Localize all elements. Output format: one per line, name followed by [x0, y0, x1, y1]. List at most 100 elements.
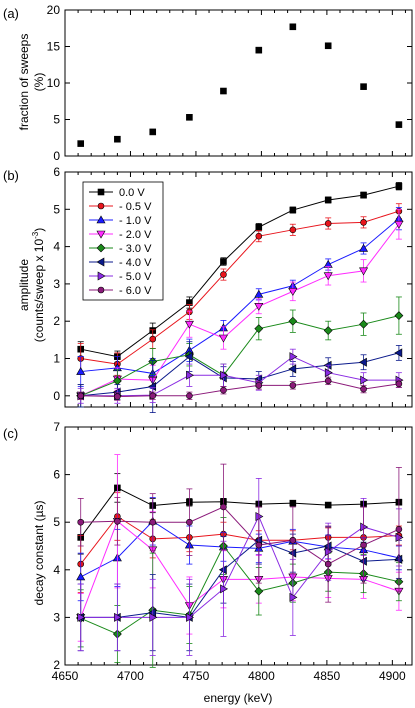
data-point — [394, 554, 403, 564]
series-1 — [77, 492, 403, 594]
data-point — [77, 518, 85, 526]
data-point — [289, 592, 298, 602]
data-point — [255, 46, 263, 54]
data-point — [358, 556, 367, 566]
data-point — [289, 206, 297, 214]
panel-1-plot: 0 1 2 3 4 5 6 0.0 V - 0.5 V - 1.0 V - 2.0 V - 3.0 V… — [53, 165, 413, 413]
data-point — [149, 518, 157, 526]
data-point — [114, 135, 121, 143]
y-tick-label: 5 — [53, 202, 60, 216]
series-line — [80, 315, 400, 397]
data-point — [114, 517, 121, 525]
panel-b-ylabel-exponent: -3 — [31, 231, 40, 239]
data-point — [323, 541, 332, 551]
series-line — [80, 506, 400, 565]
data-point — [149, 335, 157, 343]
panel-b-ylabel-main: (counts/sweep x 10 — [32, 239, 46, 343]
data-point — [149, 128, 157, 136]
data-point — [148, 381, 157, 392]
data-point — [289, 23, 297, 31]
series-0 — [77, 473, 403, 555]
panel-c: (c) decay constant (µs) — [3, 426, 46, 605]
data-point — [186, 518, 193, 526]
data-point — [114, 393, 121, 400]
y-tick-label: 6 — [53, 165, 60, 179]
legend-label: - 5.0 V — [119, 271, 152, 283]
data-point — [360, 191, 367, 199]
series-line — [80, 515, 399, 565]
data-point — [394, 311, 404, 321]
y-tick-label: 20 — [47, 3, 61, 17]
data-point — [220, 584, 229, 594]
data-point — [289, 499, 297, 507]
data-point — [254, 586, 264, 596]
panel-a: (a) fraction of sweeps (%) — [3, 6, 46, 130]
data-point — [220, 271, 227, 278]
series-7 — [77, 463, 403, 603]
data-point — [359, 243, 369, 252]
legend-label: - 4.0 V — [119, 257, 152, 269]
data-point — [184, 320, 194, 329]
data-point — [394, 348, 403, 358]
legend-marker — [97, 271, 106, 281]
y-tick-label: 0 — [53, 149, 60, 163]
data-point — [114, 612, 122, 622]
data-point — [220, 87, 227, 95]
data-point — [288, 316, 298, 326]
data-point — [324, 368, 333, 378]
data-point — [395, 182, 403, 190]
y-tick-label: 4 — [53, 563, 60, 577]
y-tick-label: 15 — [47, 40, 61, 54]
legend-marker — [97, 202, 105, 210]
data-point — [324, 42, 332, 50]
data-point — [323, 272, 333, 281]
data-point — [360, 375, 369, 385]
series-4 — [76, 517, 404, 668]
data-point — [220, 503, 227, 511]
data-point — [289, 382, 297, 389]
legend-marker — [97, 188, 105, 196]
chart-marks: 0 5 10 15 20 0 1 2 3 4 5 6 0.0 V - 0.5 V - 1.0 V - 2.0 … — [47, 3, 413, 683]
legend-label: - 3.0 V — [119, 243, 152, 255]
series-2 — [76, 497, 404, 602]
series-line — [80, 223, 400, 397]
data-point — [254, 324, 264, 334]
data-point — [254, 289, 264, 298]
data-point — [255, 223, 263, 231]
data-point — [359, 319, 368, 329]
panel-c-label: (c) — [3, 426, 18, 441]
data-point — [220, 386, 227, 394]
data-point — [149, 392, 157, 400]
x-tick-label: 4750 — [183, 669, 210, 683]
series-line — [80, 380, 399, 398]
data-point — [220, 370, 229, 380]
data-point — [358, 357, 367, 367]
x-tick-label: 4700 — [117, 669, 144, 683]
panel-b-ylabel-close: ) — [32, 228, 46, 232]
data-point — [324, 547, 333, 557]
y-tick-label: 6 — [53, 468, 60, 482]
series-line — [80, 515, 400, 618]
legend-marker — [96, 243, 106, 253]
data-point — [76, 366, 86, 375]
panel-b-ylabel-line2: (counts/sweep x 10-3) — [31, 228, 46, 343]
panel-a-ylabel-line1: fraction of sweeps — [17, 34, 31, 131]
legend-label: - 2.0 V — [119, 229, 152, 241]
x-tick-label: 4650 — [52, 669, 79, 683]
data-point — [218, 334, 228, 343]
data-point — [288, 288, 298, 296]
y-tick-label: 5 — [53, 113, 60, 127]
data-point — [324, 377, 332, 385]
data-point — [149, 612, 158, 622]
legend: 0.0 V - 0.5 V - 1.0 V - 2.0 V - 3.0 V - 4.0 V… — [82, 181, 164, 301]
series-line — [80, 352, 400, 397]
panel-a-ylabel-line2: (%) — [32, 73, 46, 92]
data-point — [76, 572, 86, 581]
data-point — [360, 522, 369, 532]
legend-label: - 1.0 V — [119, 215, 152, 227]
data-point — [289, 226, 297, 234]
data-point — [218, 565, 227, 575]
data-point — [186, 370, 195, 380]
y-tick-label: 2 — [53, 658, 60, 672]
x-axis-title: energy (keV) — [204, 691, 273, 705]
